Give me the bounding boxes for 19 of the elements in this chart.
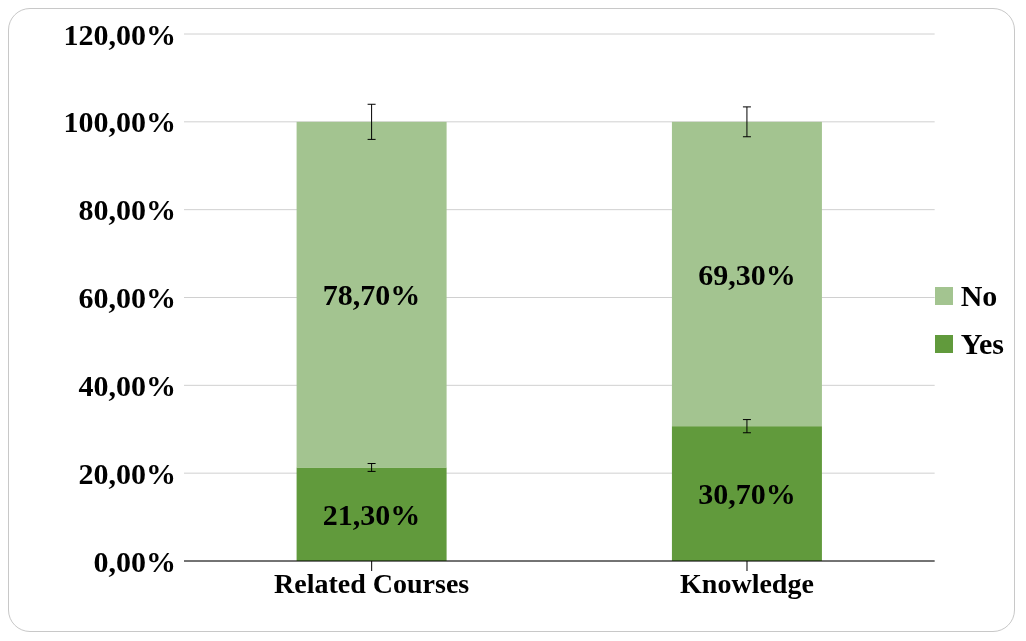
x-tick-label: Knowledge: [680, 567, 814, 599]
y-tick-label: 0,00%: [93, 544, 176, 578]
bar: [296, 467, 447, 561]
bar: [296, 121, 447, 468]
y-tick-label: 80,00%: [78, 193, 176, 227]
y-tick-label: 40,00%: [78, 368, 176, 402]
legend-label: Yes: [960, 327, 1004, 361]
y-tick-label: 120,00%: [63, 17, 176, 51]
data-label: 21,30%: [322, 497, 421, 531]
y-tick-label: 20,00%: [78, 456, 176, 490]
data-label: 78,70%: [322, 278, 421, 312]
data-label: 69,30%: [698, 257, 796, 291]
data-label: 30,70%: [698, 477, 796, 511]
bar: [671, 121, 822, 427]
bar: [671, 426, 822, 561]
legend-label: No: [960, 279, 998, 313]
x-tick-label: Related Courses: [274, 567, 470, 599]
y-tick-label: 60,00%: [78, 281, 176, 315]
y-tick-label: 100,00%: [63, 105, 176, 139]
